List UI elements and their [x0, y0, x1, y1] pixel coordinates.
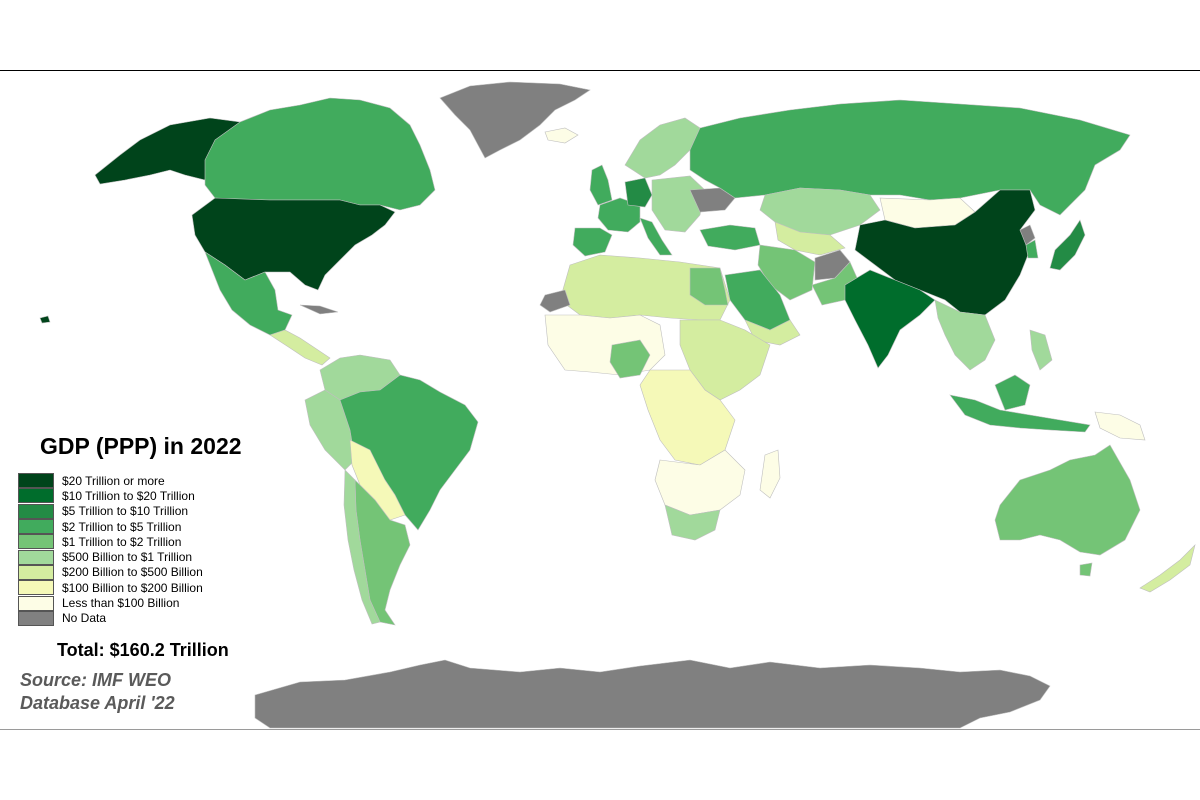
- region-australia: [994, 444, 1141, 556]
- region-southeast-asia: [934, 299, 996, 371]
- legend-item: No Data: [18, 610, 203, 626]
- legend-swatch: [18, 503, 54, 519]
- region-antarctica: [254, 659, 1051, 729]
- legend-item: Less than $100 Billion: [18, 595, 203, 611]
- region-west-africa: [544, 314, 666, 376]
- region-madagascar: [759, 449, 781, 499]
- legend-item: $1 Trillion to $2 Trillion: [18, 534, 203, 550]
- legend-label: $2 Trillion to $5 Trillion: [62, 519, 182, 534]
- region-borneo: [994, 374, 1031, 411]
- region-scandinavia: [624, 117, 701, 179]
- region-turkey: [699, 224, 761, 251]
- legend: $20 Trillion or more $10 Trillion to $20 …: [18, 473, 203, 626]
- map-title: GDP (PPP) in 2022: [40, 433, 242, 459]
- region-uk: [589, 164, 613, 206]
- legend-swatch: [18, 473, 54, 489]
- legend-item: $500 Billion to $1 Trillion: [18, 549, 203, 565]
- bottom-rule: [0, 729, 1200, 730]
- region-spain: [572, 227, 613, 257]
- legend-swatch: [18, 564, 54, 580]
- region-iceland: [544, 127, 579, 144]
- region-mexico: [204, 251, 293, 336]
- region-central-america: [269, 329, 331, 366]
- region-south-africa: [664, 504, 721, 541]
- region-egypt: [689, 267, 729, 306]
- legend-swatch: [18, 610, 54, 626]
- legend-item: $10 Trillion to $20 Trillion: [18, 488, 203, 504]
- region-new-zealand: [1139, 544, 1196, 593]
- legend-label: $20 Trillion or more: [62, 473, 165, 488]
- region-france: [597, 197, 641, 233]
- top-rule: [0, 70, 1200, 71]
- region-india: [844, 269, 936, 369]
- region-indonesia: [949, 394, 1091, 433]
- legend-swatch: [18, 488, 54, 504]
- world-map: [39, 81, 1196, 729]
- region-russia: [689, 99, 1131, 216]
- legend-label: $100 Billion to $200 Billion: [62, 580, 203, 595]
- region-japan: [1049, 219, 1086, 271]
- region-philippines: [1029, 329, 1053, 371]
- region-southern-africa: [654, 449, 746, 516]
- total-label: Total: $160.2 Trillion: [57, 640, 229, 660]
- region-hawaii: [39, 315, 51, 324]
- region-western-sahara: [539, 289, 571, 313]
- legend-item: $2 Trillion to $5 Trillion: [18, 519, 203, 535]
- legend-swatch: [18, 519, 54, 535]
- region-chile: [343, 469, 381, 625]
- region-italy: [639, 217, 673, 256]
- legend-item: $20 Trillion or more: [18, 473, 203, 489]
- legend-swatch: [18, 580, 54, 596]
- region-cuba: [299, 304, 339, 315]
- region-greenland: [439, 81, 591, 159]
- legend-item: $100 Billion to $200 Billion: [18, 580, 203, 596]
- legend-item: $200 Billion to $500 Billion: [18, 564, 203, 580]
- region-ukraine: [689, 187, 736, 213]
- legend-label: $5 Trillion to $10 Trillion: [62, 504, 189, 519]
- legend-swatch: [18, 534, 54, 550]
- region-nigeria: [609, 339, 651, 379]
- legend-label: $1 Trillion to $2 Trillion: [62, 534, 182, 549]
- region-tasmania: [1079, 562, 1093, 577]
- region-east-africa: [679, 319, 771, 401]
- legend-label: $200 Billion to $500 Billion: [62, 565, 203, 580]
- legend-swatch: [18, 595, 54, 611]
- legend-label: $500 Billion to $1 Trillion: [62, 550, 193, 565]
- legend-label: $10 Trillion to $20 Trillion: [62, 488, 195, 503]
- legend-swatch: [18, 549, 54, 565]
- region-south-korea: [1025, 239, 1039, 259]
- legend-label: No Data: [62, 611, 107, 626]
- region-north-korea: [1019, 224, 1036, 246]
- legend-item: $5 Trillion to $10 Trillion: [18, 503, 203, 519]
- region-canada: [204, 97, 436, 211]
- region-germany: [624, 177, 653, 208]
- source-label: Source: IMF WEO Database April '22: [20, 670, 175, 713]
- region-central-asia: [774, 221, 846, 256]
- region-bolivia: [349, 439, 406, 521]
- legend-label: Less than $100 Billion: [62, 596, 180, 611]
- region-new-guinea: [1094, 411, 1146, 441]
